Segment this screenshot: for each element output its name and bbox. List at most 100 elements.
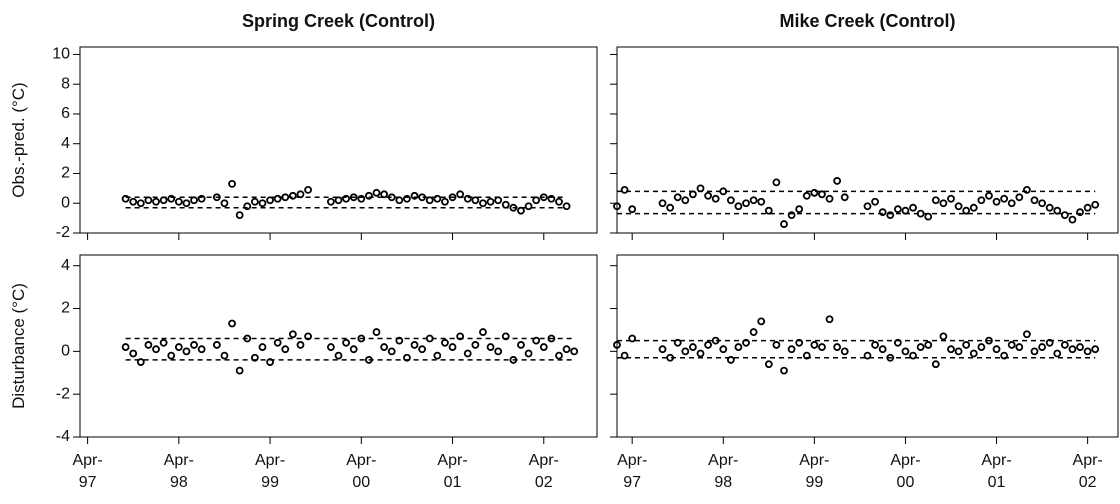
data-point <box>555 351 563 360</box>
data-point <box>182 199 191 208</box>
data-point <box>681 196 690 205</box>
data-point <box>121 194 130 203</box>
data-point <box>726 356 735 364</box>
data-point <box>1068 215 1077 224</box>
data-point <box>1045 338 1054 347</box>
data-point <box>962 341 971 349</box>
data-point <box>509 203 518 212</box>
data-point <box>613 202 621 211</box>
data-point <box>433 351 442 360</box>
data-point <box>524 349 533 358</box>
x-tick-label: Apr-02 <box>529 452 559 491</box>
data-point <box>985 191 993 200</box>
data-point <box>795 205 804 214</box>
data-point <box>190 196 198 205</box>
data-point <box>704 341 712 349</box>
data-point <box>258 343 267 351</box>
data-point <box>863 351 872 360</box>
data-point <box>772 341 781 349</box>
data-point <box>901 206 910 215</box>
data-point <box>977 343 986 351</box>
data-point <box>326 343 335 351</box>
data-point <box>795 338 804 347</box>
data-point <box>1023 185 1031 194</box>
data-point <box>228 179 236 188</box>
data-point <box>349 345 358 354</box>
data-point <box>258 199 267 208</box>
data-point <box>818 190 826 199</box>
data-point <box>197 345 206 354</box>
data-point <box>969 203 978 212</box>
data-point <box>334 196 343 205</box>
data-point <box>916 343 925 351</box>
x-tick-label: Apr-98 <box>708 452 738 491</box>
y-axis-label: Disturbance (°C) <box>9 283 28 409</box>
data-point <box>562 202 571 211</box>
y-axis-label: Obs.-pred. (°C) <box>9 82 28 197</box>
y-tick-label: 6 <box>61 105 70 122</box>
data-point <box>666 203 675 212</box>
x-tick-label: Apr-02 <box>1073 452 1103 491</box>
data-point <box>174 343 183 351</box>
data-point <box>863 202 872 211</box>
data-point <box>190 341 198 349</box>
x-tick-label: Apr-99 <box>255 452 285 491</box>
data-point <box>871 197 879 206</box>
data-point <box>924 341 933 349</box>
y-tick-label: 0 <box>61 343 70 360</box>
data-point <box>901 347 910 356</box>
data-point <box>620 351 629 360</box>
data-point <box>931 360 940 369</box>
data-point <box>250 197 259 206</box>
data-point <box>296 341 305 349</box>
data-point <box>486 197 495 206</box>
x-tick-label: Apr-98 <box>164 452 194 491</box>
data-point <box>711 194 720 203</box>
plot-frame <box>616 46 1119 234</box>
data-point <box>121 343 130 351</box>
data-point <box>1083 203 1092 212</box>
data-point <box>969 349 978 358</box>
x-tick-label: Apr-00 <box>346 452 376 491</box>
data-point <box>886 211 895 220</box>
x-tick-label: Apr-00 <box>890 452 920 491</box>
data-point <box>924 212 933 221</box>
data-point <box>387 347 396 356</box>
data-point <box>220 351 229 360</box>
data-point <box>167 351 176 360</box>
data-point <box>288 191 297 200</box>
data-point <box>410 191 419 200</box>
data-point <box>501 332 510 341</box>
data-point <box>628 205 637 214</box>
data-point <box>742 199 750 208</box>
x-tick-label: Apr-99 <box>799 452 829 491</box>
data-point <box>734 343 743 351</box>
data-point <box>658 345 667 354</box>
y-tick-label: 0 <box>61 194 70 211</box>
data-point <box>418 345 427 354</box>
data-point <box>456 332 465 341</box>
data-point <box>1038 343 1046 351</box>
data-point <box>479 199 487 208</box>
data-point <box>342 338 351 347</box>
data-point <box>658 199 667 208</box>
data-point <box>1007 199 1016 208</box>
data-point <box>628 334 637 343</box>
data-point <box>517 206 525 215</box>
data-point <box>463 194 472 203</box>
data-point <box>939 199 948 208</box>
data-point <box>810 341 819 349</box>
data-point <box>463 349 472 358</box>
y-tick-label: 8 <box>61 75 70 92</box>
data-point <box>471 341 480 349</box>
data-point <box>562 345 571 354</box>
data-point <box>372 328 381 336</box>
data-point <box>977 196 986 205</box>
data-point <box>893 205 902 214</box>
data-point <box>1091 345 1100 354</box>
data-point <box>787 345 796 354</box>
data-point <box>448 193 457 202</box>
data-point <box>666 353 675 362</box>
